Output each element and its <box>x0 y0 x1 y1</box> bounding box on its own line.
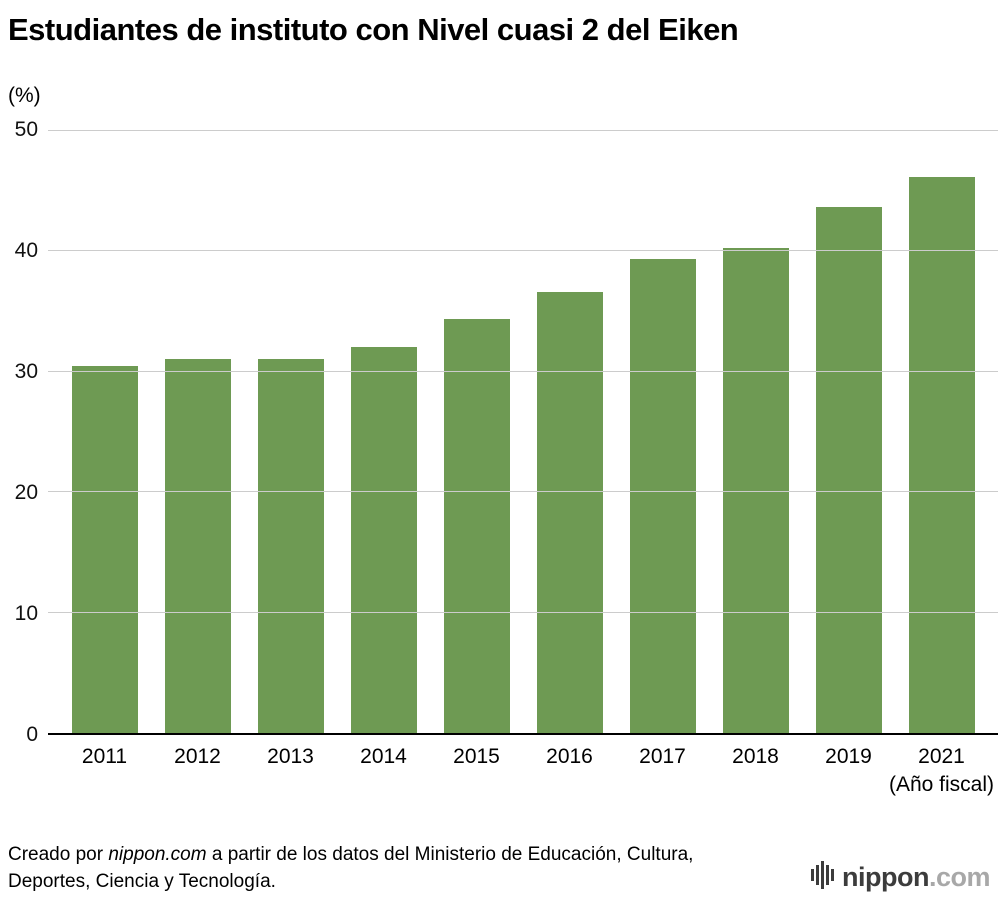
x-tick-label: 2017 <box>639 744 686 768</box>
source-credit: Creado por nippon.com a partir de los da… <box>8 841 708 896</box>
y-tick-label: 10 <box>14 601 38 625</box>
x-tick-label: 2019 <box>825 744 872 768</box>
x-tick-label: 2018 <box>732 744 779 768</box>
bar-column <box>895 130 988 733</box>
credit-suffix: a partir de los datos del Ministerio de … <box>8 843 694 893</box>
footer: Creado por nippon.com a partir de los da… <box>8 841 991 896</box>
bar-2021 <box>908 176 975 733</box>
logo-wordmark: nippon <box>842 862 929 892</box>
plot-area <box>48 129 998 735</box>
logo-tld: .com <box>928 862 991 892</box>
bar-column <box>244 130 337 733</box>
gridline <box>48 612 998 614</box>
gridline <box>48 129 998 131</box>
y-tick-label: 20 <box>14 480 38 504</box>
bar-2018 <box>722 247 789 733</box>
bar-2012 <box>164 358 231 733</box>
bar-2013 <box>257 358 324 733</box>
bar-chart: 0 10 20 30 40 50 <box>8 118 998 746</box>
x-tick-label: 2015 <box>453 744 500 768</box>
gridline <box>48 491 998 493</box>
nippon-logo: nippon.com <box>811 861 991 896</box>
bar-2019 <box>815 206 882 733</box>
bar-2016 <box>536 292 603 733</box>
gridline <box>48 370 998 372</box>
y-tick-label: 30 <box>14 359 38 383</box>
credit-prefix: Creado por <box>8 843 109 865</box>
bar-column <box>523 130 616 733</box>
x-tick-label: 2016 <box>546 744 593 768</box>
x-tick-label: 2011 <box>81 744 128 768</box>
x-tick-label: 2014 <box>360 744 407 768</box>
bar-2011 <box>71 366 138 733</box>
bar-column <box>151 130 244 733</box>
gridline <box>48 250 998 252</box>
bar-column <box>709 130 802 733</box>
y-axis: 0 10 20 30 40 50 <box>8 118 46 746</box>
bar-2015 <box>443 318 510 733</box>
nippon-logo-icon <box>811 861 835 894</box>
x-axis: 2011 2012 2013 2014 2015 2016 2017 2018 2019 2021 <box>48 745 998 769</box>
x-tick-label: 2012 <box>174 744 221 768</box>
credit-source: nippon.com <box>108 843 207 865</box>
bar-column <box>58 130 151 733</box>
y-tick-label: 50 <box>14 117 38 141</box>
x-axis-unit-label: (Año fiscal) <box>888 772 994 796</box>
bar-2017 <box>629 258 696 733</box>
x-tick-label: 2013 <box>267 744 314 768</box>
y-axis-unit-label: (%) <box>8 83 41 107</box>
bar-2014 <box>350 346 417 733</box>
x-tick-label: 2021 <box>918 744 965 768</box>
chart-title: Estudiantes de instituto con Nivel cuasi… <box>8 12 739 47</box>
bar-column <box>616 130 709 733</box>
y-tick-label: 0 <box>26 722 38 746</box>
bar-column <box>430 130 523 733</box>
y-tick-label: 40 <box>14 238 38 262</box>
bar-column <box>802 130 895 733</box>
bars-container <box>48 130 998 733</box>
bar-column <box>337 130 430 733</box>
